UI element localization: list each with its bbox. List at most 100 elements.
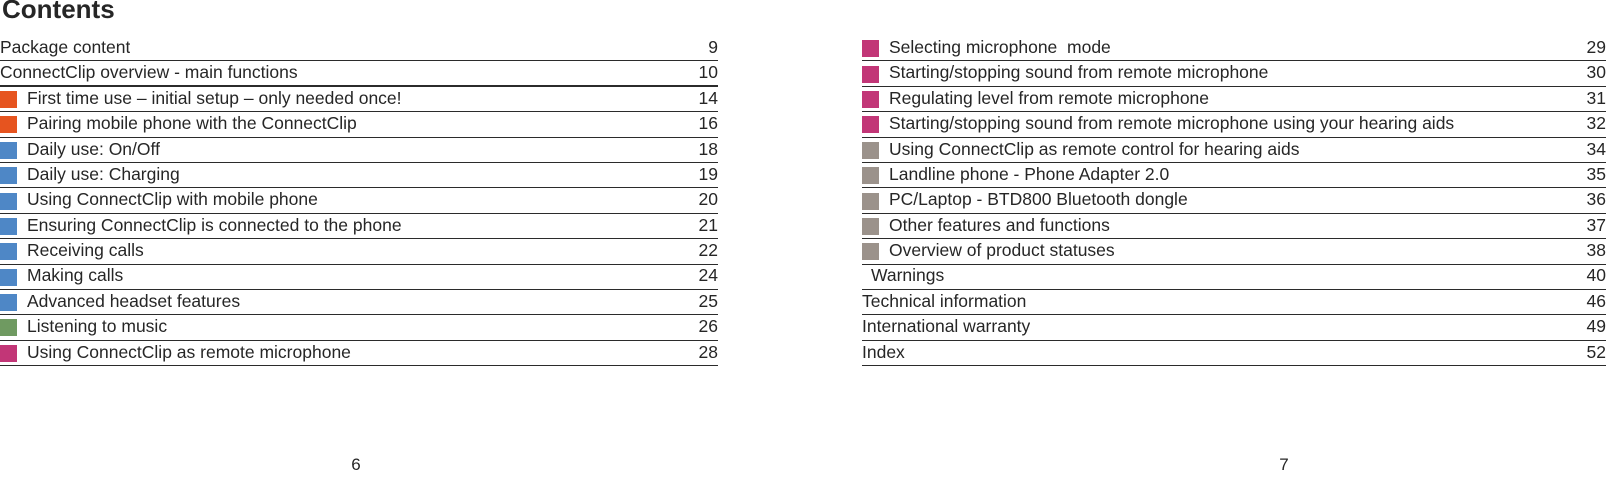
toc-entry-label: PC/Laptop - BTD800 Bluetooth dongle [889, 191, 1188, 210]
toc-entry-label: Selecting microphone mode [889, 38, 1111, 57]
toc-entry-label: Pairing mobile phone with the ConnectCli… [27, 115, 357, 134]
toc-entry[interactable]: Starting/stopping sound from remote micr… [862, 112, 1606, 138]
toc-entry[interactable]: Listening to music 26 [0, 315, 718, 341]
toc-entry-label: First time use – initial setup – only ne… [27, 89, 402, 108]
gray-section-bullet-icon [862, 167, 879, 185]
toc-entry-label: Starting/stopping sound from remote micr… [889, 115, 1455, 134]
toc-entry[interactable]: Starting/stopping sound from remote micr… [862, 61, 1606, 87]
toc-entry-label: Index [862, 343, 905, 362]
toc-entry-label: ConnectClip overview - main functions [0, 63, 298, 82]
toc-entry-page-number: 49 [1586, 316, 1606, 337]
toc-entry-label: Daily use: On/Off [27, 140, 160, 159]
toc-entry[interactable]: Daily use: On/Off 18 [0, 138, 718, 163]
toc-entry-label: Listening to music [27, 318, 168, 337]
toc-entry[interactable]: Package content 9 [0, 36, 718, 62]
footer-page-number-left: 6 [351, 455, 361, 474]
toc-entry[interactable]: Receiving calls 22 [0, 239, 718, 265]
toc-entry[interactable]: PC/Laptop - BTD800 Bluetooth dongle 36 [862, 188, 1606, 214]
toc-entry-page-number: 46 [1586, 290, 1606, 311]
toc-entry-page-number: 28 [698, 341, 718, 362]
toc-entry[interactable]: Technical information 46 [862, 290, 1606, 316]
toc-entry[interactable]: ConnectClip overview - main functions 10 [0, 61, 718, 87]
toc-entry[interactable]: Using ConnectClip with mobile phone 20 [0, 188, 718, 214]
toc-entry[interactable]: Index 52 [862, 341, 1606, 367]
toc-entry-page-number: 20 [698, 189, 718, 210]
blue-section-bullet-icon [0, 243, 17, 261]
blue-section-bullet-icon [0, 268, 17, 286]
toc-entry-page-number: 34 [1586, 138, 1606, 159]
toc-entry-label: Warnings [871, 267, 945, 286]
toc-entry[interactable]: Using ConnectClip as remote control for … [862, 138, 1606, 163]
blue-section-bullet-icon [0, 192, 17, 210]
toc-entry[interactable]: Regulating level from remote microphone 3… [862, 87, 1606, 113]
toc-entry-label: Overview of product statuses [889, 242, 1115, 261]
toc-entry-label: Landline phone - Phone Adapter 2.0 [889, 165, 1170, 184]
toc-entry[interactable]: Other features and functions 37 [862, 214, 1606, 240]
gray-section-bullet-icon [862, 217, 879, 235]
toc-entry-label: Regulating level from remote microphone [889, 89, 1210, 108]
toc-entry-page-number: 35 [1586, 163, 1606, 184]
toc-entry-page-number: 36 [1586, 189, 1606, 210]
toc-entry-page-number: 9 [708, 36, 718, 57]
orange-section-bullet-icon [0, 116, 17, 134]
toc-entry[interactable]: Ensuring ConnectClip is connected to the… [0, 214, 718, 240]
footer-page-number-right: 7 [1279, 455, 1289, 474]
toc-entry-page-number: 29 [1586, 36, 1606, 57]
toc-entry-page-number: 31 [1586, 87, 1606, 108]
toc-entry-page-number: 18 [698, 138, 718, 159]
toc-entry[interactable]: International warranty 49 [862, 315, 1606, 341]
toc-entry[interactable]: Using ConnectClip as remote microphone 28 [0, 341, 718, 367]
toc-entry-page-number: 25 [698, 290, 718, 311]
toc-entry-label: Technical information [862, 292, 1027, 311]
toc-entry[interactable]: Daily use: Charging 19 [0, 163, 718, 189]
toc-entry-page-number: 40 [1586, 265, 1606, 286]
toc-entry[interactable]: Warnings 40 [862, 265, 1606, 290]
toc-entry-label: Using ConnectClip with mobile phone [27, 191, 318, 210]
pink-section-bullet-icon [0, 344, 17, 362]
toc-entry[interactable]: First time use – initial setup – only ne… [0, 87, 718, 113]
toc-entry-page-number: 32 [1586, 113, 1606, 134]
toc-entry-label: Using ConnectClip as remote control for … [889, 140, 1300, 159]
pink-section-bullet-icon [862, 116, 879, 134]
toc-entry-page-number: 21 [698, 214, 718, 235]
blue-section-bullet-icon [0, 141, 17, 159]
toc-column-right: Selecting microphone mode 29 Starting/stop… [862, 36, 1606, 367]
toc-entry-page-number: 52 [1586, 341, 1606, 362]
page-title: Contents [2, 0, 115, 24]
pink-section-bullet-icon [862, 40, 879, 58]
orange-section-bullet-icon [0, 90, 17, 108]
toc-entry[interactable]: Overview of product statuses 38 [862, 239, 1606, 265]
toc-entry-page-number: 37 [1586, 214, 1606, 235]
toc-entry-label: Package content [0, 38, 131, 57]
toc-entry[interactable]: Making calls 24 [0, 265, 718, 290]
toc-entry-page-number: 24 [698, 265, 718, 286]
pink-section-bullet-icon [862, 90, 879, 108]
toc-entry-page-number: 22 [698, 240, 718, 261]
toc-entry[interactable]: Landline phone - Phone Adapter 2.0 35 [862, 163, 1606, 189]
toc-entry-page-number: 26 [698, 316, 718, 337]
gray-section-bullet-icon [862, 141, 879, 159]
toc-entry-label: International warranty [862, 318, 1031, 337]
toc-entry-label: Advanced headset features [27, 292, 241, 311]
green-section-bullet-icon [0, 319, 17, 337]
toc-entry-label: Starting/stopping sound from remote micr… [889, 64, 1269, 83]
blue-section-bullet-icon [0, 217, 17, 235]
toc-entry-label: Ensuring ConnectClip is connected to the… [27, 216, 402, 235]
toc-entry-label: Other features and functions [889, 216, 1110, 235]
toc-entry-label: Daily use: Charging [27, 165, 180, 184]
toc-column-left: Package content 9 ConnectClip overview - m… [0, 36, 718, 367]
toc-entry-page-number: 16 [698, 113, 718, 134]
toc-entry-page-number: 19 [698, 163, 718, 184]
toc-entry-label: Using ConnectClip as remote microphone [27, 343, 351, 362]
toc-entry-page-number: 14 [698, 87, 718, 108]
toc-entry[interactable]: Advanced headset features 25 [0, 290, 718, 316]
toc-entry-page-number: 10 [698, 61, 718, 82]
blue-section-bullet-icon [0, 167, 17, 185]
toc-entry-label: Making calls [27, 267, 124, 286]
toc-entry[interactable]: Selecting microphone mode 29 [862, 36, 1606, 62]
gray-section-bullet-icon [862, 192, 879, 210]
gray-section-bullet-icon [862, 243, 879, 261]
toc-entry[interactable]: Pairing mobile phone with the ConnectCli… [0, 112, 718, 138]
toc-entry-page-number: 38 [1586, 240, 1606, 261]
